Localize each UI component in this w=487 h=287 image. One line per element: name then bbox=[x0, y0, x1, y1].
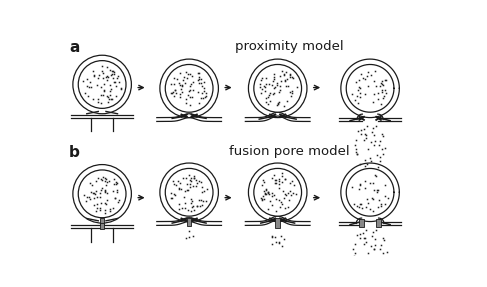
Bar bbox=[275, 218, 280, 228]
Bar bbox=[359, 219, 364, 227]
Bar bbox=[376, 219, 381, 227]
Text: fusion pore model: fusion pore model bbox=[229, 145, 350, 158]
Circle shape bbox=[254, 168, 301, 216]
Bar bbox=[187, 218, 191, 226]
Circle shape bbox=[165, 168, 213, 216]
Circle shape bbox=[78, 170, 126, 218]
Text: b: b bbox=[69, 145, 80, 160]
Circle shape bbox=[78, 61, 126, 108]
Bar bbox=[100, 223, 104, 229]
Circle shape bbox=[254, 65, 301, 112]
Circle shape bbox=[165, 65, 213, 112]
Text: proximity model: proximity model bbox=[235, 40, 343, 53]
Text: a: a bbox=[69, 40, 79, 55]
Bar bbox=[100, 218, 104, 224]
